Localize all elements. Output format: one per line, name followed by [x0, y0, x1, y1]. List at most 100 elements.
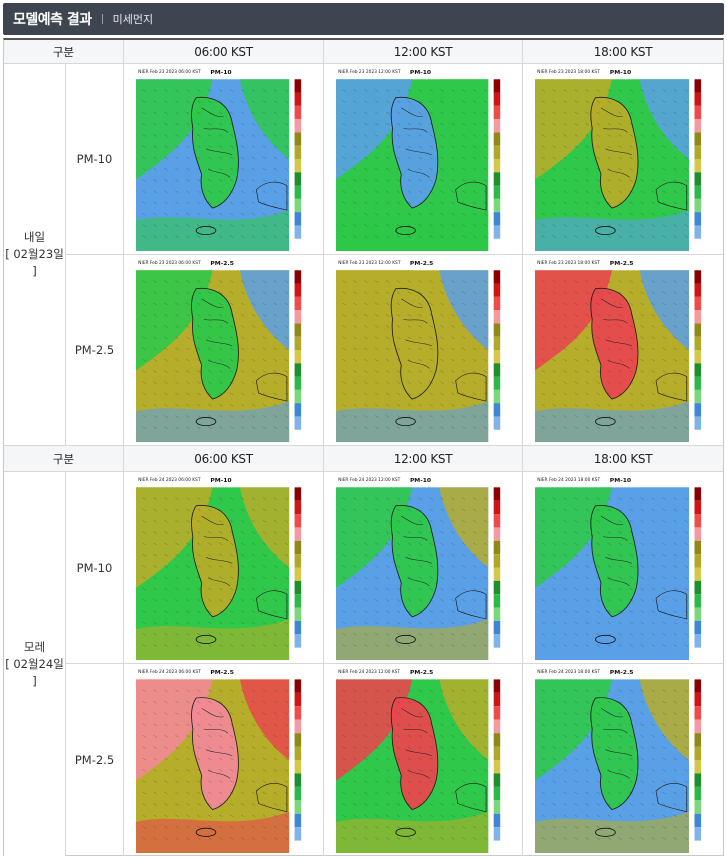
legend-swatch: [294, 580, 302, 595]
legend-swatch: [493, 159, 501, 173]
concentration-region: [439, 79, 489, 159]
province-borders: [401, 708, 432, 779]
legend-swatch: [493, 105, 501, 120]
legend-swatch: [294, 132, 302, 146]
legend-swatch: [294, 145, 302, 159]
legend-swatch: [294, 403, 302, 417]
legend-swatch: [493, 786, 501, 801]
concentration-region: [136, 210, 290, 251]
legend-swatch: [493, 270, 501, 284]
column-header-category: 구분: [4, 40, 124, 64]
concentration-region: [239, 679, 290, 760]
legend-swatch: [294, 527, 302, 541]
legend-swatch: [493, 514, 501, 528]
page-header: 모델예측 결과 미세먼지: [3, 3, 724, 35]
legend-swatch: [694, 487, 702, 501]
pollutant-label-pm25: PM-2.5: [66, 664, 124, 856]
legend-swatch: [694, 212, 702, 226]
legend-swatch: [694, 580, 702, 595]
legend-swatch: [493, 773, 501, 787]
legend-swatch: [694, 132, 702, 146]
jeju-island: [595, 827, 616, 837]
map-title: PM-10: [410, 478, 431, 484]
legend-swatch: [694, 607, 702, 621]
day-name: 내일: [23, 230, 46, 244]
pollutant-label-pm25: PM-2.5: [66, 255, 124, 446]
japan-coast: [255, 782, 288, 813]
forecast-map-image[interactable]: NIER Feb 23 2023 18:00 KST PM-10: [523, 64, 723, 255]
forecast-map-image[interactable]: NIER Feb 24 2023 06:00 KST PM-10: [124, 472, 324, 664]
forecast-map-image[interactable]: NIER Feb 23 2023 12:00 KST PM-10: [324, 64, 523, 255]
legend-swatch: [294, 389, 302, 404]
map-title: PM-2.5: [610, 670, 634, 676]
map-timestamp: NIER Feb 24 2023 12:00 KST: [338, 669, 400, 674]
legend-swatch: [294, 376, 302, 390]
legend-swatch: [294, 283, 302, 297]
time-header-12: 12:00 KST: [324, 40, 523, 64]
concentration-region: [239, 79, 290, 159]
concentration-region: [136, 811, 290, 853]
japan-coast: [655, 590, 688, 620]
pollution-map: NIER Feb 24 2023 12:00 KST PM-2.5: [336, 667, 510, 853]
japan-coast: [255, 372, 288, 402]
province-borders: [600, 107, 632, 178]
legend-swatch: [294, 620, 302, 635]
province-borders: [401, 107, 432, 178]
map-title: PM-2.5: [410, 670, 433, 676]
legend-swatch: [493, 79, 501, 93]
concentration-region: [336, 618, 489, 660]
legend-swatch: [694, 540, 702, 555]
province-borders: [600, 298, 632, 369]
korea-peninsula: [191, 287, 239, 400]
japan-coast: [655, 782, 688, 813]
jeju-island: [195, 226, 217, 236]
forecast-map-image[interactable]: NIER Feb 23 2023 06:00 KST PM-2.5: [124, 255, 324, 446]
map-title: PM-2.5: [210, 670, 234, 676]
japan-coast: [255, 181, 288, 211]
map-timestamp: NIER Feb 23 2023 06:00 KST: [138, 69, 201, 74]
legend-swatch: [294, 323, 302, 337]
forecast-map-image[interactable]: NIER Feb 24 2023 18:00 KST PM-10: [523, 472, 723, 664]
map-title: PM-10: [210, 70, 231, 76]
concentration-region: [136, 401, 290, 442]
jeju-island: [395, 226, 416, 236]
legend-swatch: [294, 746, 302, 760]
map-timestamp: NIER Feb 24 2023 18:00 KST: [537, 669, 600, 675]
legend-swatch: [493, 350, 501, 364]
pollution-map: NIER Feb 23 2023 18:00 KST PM-2.5: [535, 258, 711, 442]
legend-swatch: [694, 79, 702, 93]
legend-swatch: [294, 185, 302, 199]
forecast-map-image[interactable]: NIER Feb 23 2023 06:00 KST PM-10: [124, 64, 324, 255]
forecast-map-image[interactable]: NIER Feb 24 2023 06:00 KST PM-2.5: [124, 664, 324, 856]
province-borders: [600, 708, 632, 779]
map-title: PM-10: [210, 478, 231, 484]
forecast-map-image[interactable]: NIER Feb 24 2023 12:00 KST PM-10: [324, 472, 523, 664]
forecast-map-image[interactable]: NIER Feb 23 2023 12:00 KST PM-2.5: [324, 255, 523, 446]
japan-coast: [455, 181, 487, 211]
day-label-tomorrow: 내일 [ 02월23일 ]: [4, 64, 66, 446]
legend-swatch: [294, 719, 302, 734]
map-timestamp: NIER Feb 23 2023 06:00 KST: [138, 260, 201, 265]
legend-swatch: [694, 389, 702, 404]
legend-swatch: [694, 296, 702, 311]
concentration-region: [639, 679, 689, 760]
legend-swatch: [694, 92, 702, 106]
forecast-map-image[interactable]: NIER Feb 23 2023 18:00 KST PM-2.5: [523, 255, 723, 446]
legend-swatch: [694, 706, 702, 720]
day-date: [ 02월23일 ]: [5, 247, 64, 278]
legend-swatch: [493, 487, 501, 501]
legend-swatch: [294, 350, 302, 364]
map-title: PM-2.5: [410, 261, 433, 267]
legend-swatch: [493, 416, 501, 430]
forecast-map-image[interactable]: NIER Feb 24 2023 12:00 KST PM-2.5: [324, 664, 523, 856]
legend-swatch: [694, 786, 702, 801]
legend-swatch: [493, 733, 501, 747]
legend-swatch: [493, 185, 501, 199]
legend-swatch: [694, 760, 702, 774]
forecast-map-image[interactable]: NIER Feb 24 2023 18:00 KST PM-2.5: [523, 664, 723, 856]
province-borders: [201, 708, 233, 779]
pollution-map: NIER Feb 23 2023 18:00 KST PM-10: [535, 67, 711, 251]
column-header-category: 구분: [4, 446, 124, 472]
legend-swatch: [694, 185, 702, 199]
concentration-region: [336, 811, 489, 853]
